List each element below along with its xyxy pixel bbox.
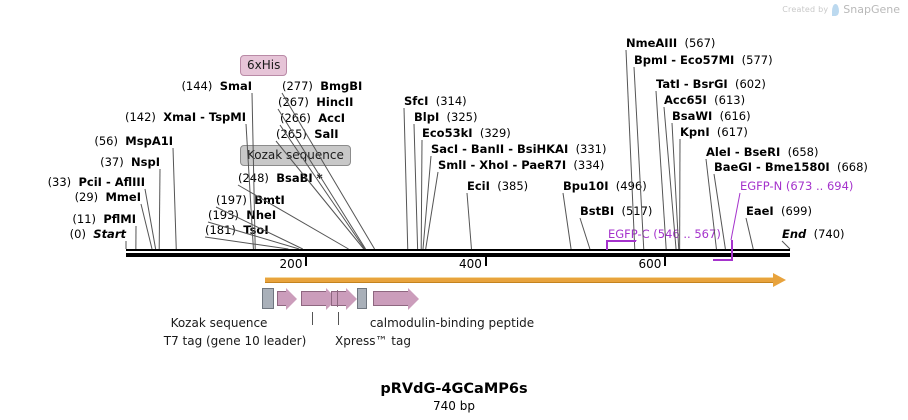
enzyme-label-bmgbi[interactable]: (277) BmgBI [282, 79, 363, 93]
cbp-caption[interactable]: calmodulin-binding peptide [369, 316, 535, 330]
page-title: pRVdG-4GCaMP6s [380, 381, 528, 397]
feature-badge-6xhis[interactable]: 6xHis [240, 55, 288, 76]
watermark-prefix: Created by [782, 5, 829, 14]
feature-glyph-kozak-sequence[interactable] [262, 288, 274, 309]
enzyme-label-sali[interactable]: (265) SalI [276, 127, 339, 141]
plasmid-length: 740 bp [433, 399, 475, 413]
enzyme-label-bsawi[interactable]: BsaWI (616) [672, 109, 751, 123]
xpress-caption[interactable]: Xpress™ tag [335, 334, 411, 348]
enzyme-label-xmai-tspmi[interactable]: (142) XmaI - TspMI [124, 110, 246, 124]
enzyme-label-sfci[interactable]: SfcI (314) [404, 94, 467, 108]
orf-arrow-head[interactable] [773, 273, 786, 287]
snapgene-leaf-icon [832, 3, 840, 16]
enzyme-label-saci-banii-bsihkai[interactable]: SacI - BanII - BsiHKAI (331) [431, 142, 607, 156]
enzyme-label-nmeaiii[interactable]: NmeAIII (567) [626, 36, 716, 50]
egfp-label-egfp-c[interactable]: EGFP-C (546 .. 567) [608, 227, 721, 241]
enzyme-label-start[interactable]: (0) Start [69, 227, 126, 241]
enzyme-label-mspa1i[interactable]: (56) MspA1I [94, 134, 173, 148]
enzyme-label-smli-xhoi-paer7i[interactable]: SmlI - XhoI - PaeR7I (334) [438, 158, 605, 172]
enzyme-label-eco53ki[interactable]: Eco53kI (329) [422, 126, 511, 140]
snapgene-watermark: Created by SnapGene [782, 3, 900, 16]
feature-glyph-xpress-tag-body[interactable] [331, 291, 346, 306]
t7-caption[interactable]: T7 tag (gene 10 leader) [163, 334, 307, 348]
enzyme-label-bmti[interactable]: (197) BmtI [216, 193, 285, 207]
egfp-label-egfp-n[interactable]: EGFP-N (673 .. 694) [740, 179, 854, 193]
enzyme-label-nspi[interactable]: (37) NspI [100, 155, 160, 169]
ruler-label-200: 200 [279, 257, 303, 271]
enzyme-label-smai[interactable]: (144) SmaI [181, 79, 252, 93]
feature-glyph-t7-tag-body[interactable] [277, 291, 286, 306]
feature-caption-tick-t7 [312, 312, 313, 325]
enzyme-label-ecii[interactable]: EciI (385) [467, 179, 529, 193]
enzyme-label-baegi-bme1580i[interactable]: BaeGI - Bme1580I (668) [714, 160, 868, 174]
enzyme-label-acc65i[interactable]: Acc65I (613) [664, 93, 746, 107]
sequence-backbone-lower [126, 253, 790, 257]
feature-glyph-calmodulin-binding-peptide-body[interactable] [373, 291, 408, 306]
feature-glyph-box2[interactable] [357, 288, 367, 309]
feature-badge-kozak-sequence[interactable]: Kozak sequence [240, 145, 351, 166]
sequence-backbone-upper [126, 249, 790, 251]
enzyme-label-blpi[interactable]: BlpI (325) [414, 110, 478, 124]
enzyme-label-bpmi-eco57mi[interactable]: BpmI - Eco57MI (577) [634, 53, 773, 67]
enzyme-label-bsabi-[interactable]: (248) BsaBI * [238, 171, 323, 185]
ruler-tick-200 [305, 257, 308, 266]
watermark-brand: SnapGene [843, 3, 900, 16]
enzyme-label-mmei[interactable]: (29) MmeI [74, 190, 141, 204]
feature-glyph-xpress-tag-head[interactable] [346, 288, 357, 310]
enzyme-label-tati-bsrgi[interactable]: TatI - BsrGI (602) [656, 77, 766, 91]
kozak-caption[interactable]: Kozak sequence [170, 316, 268, 330]
enzyme-label-hincii[interactable]: (267) HincII [278, 95, 354, 109]
ruler-label-400: 400 [459, 257, 482, 271]
enzyme-label-nhei[interactable]: (193) NheI [208, 208, 277, 222]
ruler-label-600: 600 [638, 257, 662, 271]
enzyme-label-bpu10i[interactable]: Bpu10I (496) [563, 179, 647, 193]
feature-glyph-calmodulin-binding-peptide-head[interactable] [408, 288, 419, 310]
orf-arrow-body[interactable] [265, 277, 773, 283]
feature-glyph-arrow2-body[interactable] [301, 291, 326, 306]
enzyme-label-pflmi[interactable]: (11) PflMI [72, 212, 136, 226]
ruler-tick-400 [484, 257, 487, 266]
enzyme-label-kpni[interactable]: KpnI (617) [680, 125, 748, 139]
enzyme-label-tsoi[interactable]: (181) TsoI [205, 223, 269, 237]
ruler-tick-600 [664, 257, 667, 266]
enzyme-label-eaei[interactable]: EaeI (699) [746, 204, 812, 218]
feature-glyph-xpress-tag-divider [337, 290, 338, 307]
feature-glyph-t7-tag-head[interactable] [286, 288, 297, 310]
enzyme-label-alei-bseri[interactable]: AleI - BseRI (658) [706, 145, 819, 159]
enzyme-label-pcii-afliii[interactable]: (33) PciI - AflIII [47, 175, 145, 189]
enzyme-label-end[interactable]: End (740) [782, 227, 845, 241]
enzyme-label-acci[interactable]: (266) AccI [280, 111, 346, 125]
feature-caption-tick-xpress [338, 312, 339, 325]
enzyme-label-bstbi[interactable]: BstBI (517) [580, 204, 653, 218]
